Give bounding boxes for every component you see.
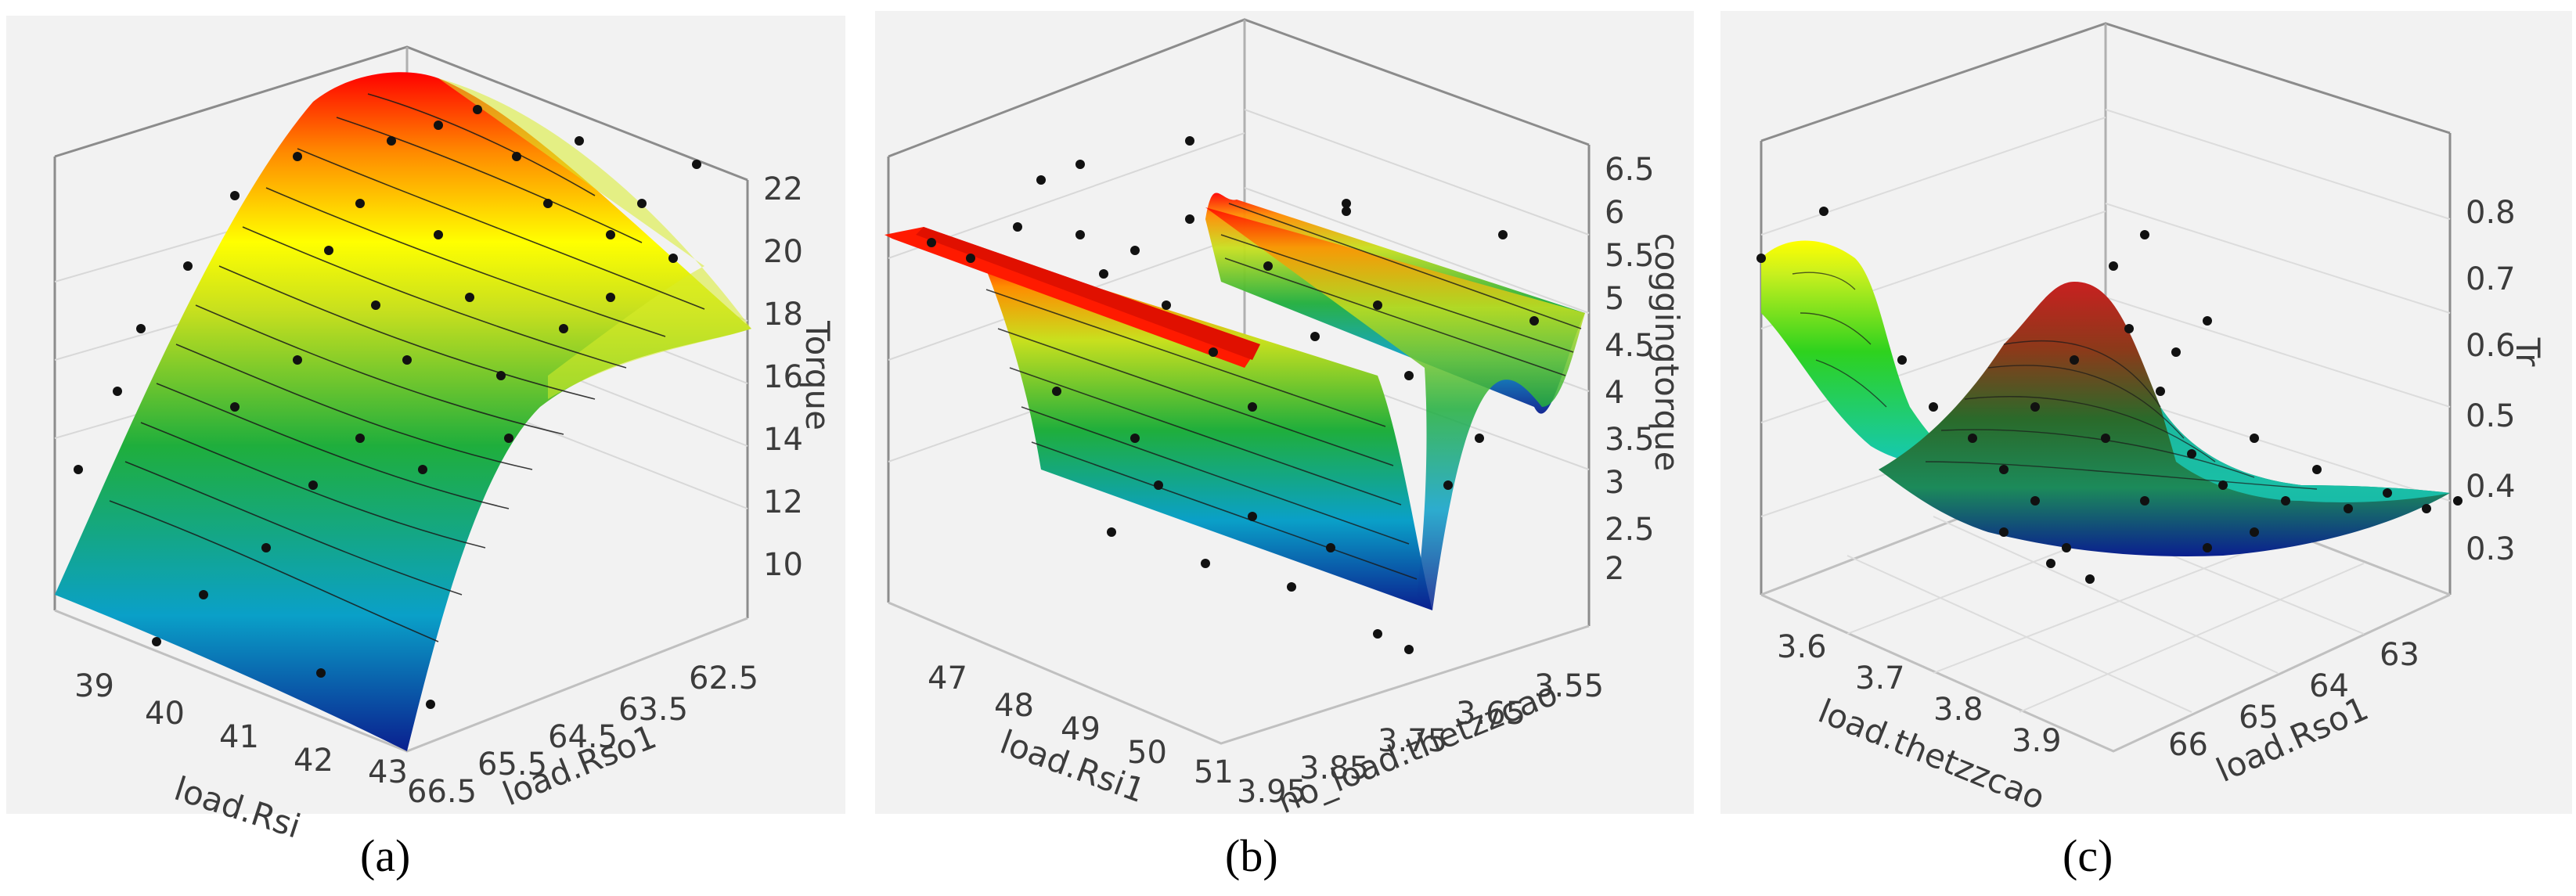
- z-axis-label: Tr: [2509, 337, 2547, 367]
- panel-a-y-ticks: 62.5 63.5 64.5 65.5 66.5: [407, 660, 758, 810]
- z-tick-label: 0.4: [2466, 469, 2516, 505]
- panel-c-x-ticks: 3.6 3.7 3.8 3.9: [1777, 629, 2062, 759]
- x-tick-label: 3.9: [2012, 723, 2062, 759]
- panel-c-points: [1756, 207, 2463, 584]
- panel-b-x-ticks: 47 48 49 50 51: [928, 660, 1234, 790]
- z-tick-label: 0.3: [2466, 531, 2516, 567]
- x-tick-label: 51: [1194, 754, 1234, 790]
- panel-a-points: [74, 105, 701, 709]
- y-axis-label: load.Rso1: [2210, 689, 2374, 790]
- x-tick-label: 42: [294, 743, 333, 779]
- y-tick-label: 3.65: [1456, 696, 1526, 732]
- x-tick-label: 50: [1127, 735, 1167, 771]
- z-tick-label: 0.6: [2466, 328, 2516, 364]
- y-tick-label: 3.95: [1237, 774, 1306, 810]
- x-tick-label: 3.8: [1933, 692, 1983, 728]
- x-tick-label: 41: [219, 719, 259, 755]
- caption-c: (c): [2063, 830, 2113, 881]
- panel-a-z-ticks: 22 20 18 16 14 12 10: [763, 171, 803, 583]
- z-tick-label: 16: [763, 359, 803, 395]
- z-tick-label: 18: [763, 297, 803, 333]
- z-tick-label: 22: [763, 171, 803, 207]
- y-tick-label: 3.75: [1378, 723, 1447, 759]
- z-tick-label: 12: [763, 484, 803, 520]
- panel-a-x-ticks: 39 40 41 42 43: [74, 668, 408, 790]
- panel-c-y-ticks: 63 64 65 66: [2168, 637, 2419, 763]
- x-tick-label: 49: [1061, 711, 1101, 747]
- z-tick-label: 20: [763, 234, 803, 270]
- y-tick-label: 65: [2239, 700, 2279, 736]
- z-tick-label: 0.5: [2466, 398, 2516, 434]
- x-tick-label: 39: [74, 668, 114, 704]
- z-tick-label: 10: [763, 547, 803, 583]
- panel-b-y-ticks: 3.55 3.65 3.75 3.85 3.95: [1237, 668, 1604, 810]
- z-tick-label: 0.8: [2466, 195, 2516, 231]
- panel-b-contours: [985, 203, 1582, 580]
- x-tick-label: 3.6: [1777, 629, 1827, 665]
- z-tick-label: 6: [1605, 195, 1624, 231]
- y-tick-label: 65.5: [477, 747, 547, 783]
- z-tick-label: 0.7: [2466, 261, 2516, 297]
- panel-b-points: [927, 136, 1539, 654]
- x-tick-label: 43: [368, 754, 408, 790]
- y-tick-label: 64: [2309, 668, 2349, 704]
- panel-c-contours: [1792, 272, 2318, 490]
- y-tick-label: 63: [2380, 637, 2419, 673]
- y-tick-label: 64.5: [548, 719, 618, 755]
- z-tick-label: 5: [1605, 281, 1624, 317]
- z-tick-label: 2.5: [1605, 512, 1655, 548]
- z-tick-label: 3: [1605, 465, 1624, 501]
- panel-c-z-ticks: 0.3 0.4 0.5 0.6 0.7 0.8: [2466, 195, 2516, 567]
- z-tick-label: 6.5: [1605, 152, 1655, 188]
- panel-a-surface: [55, 72, 751, 751]
- y-tick-label: 63.5: [618, 692, 688, 728]
- z-tick-label: 5.5: [1605, 238, 1655, 274]
- x-axis-label: load.Rsi: [170, 769, 305, 846]
- panel-b-box: [887, 18, 1591, 745]
- y-axis-label: no_load.thetzzcao: [1272, 674, 1562, 821]
- panel-a-contours: [109, 93, 705, 642]
- x-tick-label: 48: [994, 688, 1034, 724]
- z-axis-label: coggingtorque: [1648, 233, 1686, 472]
- x-tick-label: 3.7: [1855, 660, 1905, 696]
- z-tick-label: 2: [1605, 551, 1624, 587]
- caption-b: (b): [1225, 830, 1278, 881]
- y-tick-label: 66: [2168, 727, 2208, 763]
- panel-b-surface: [884, 193, 1585, 610]
- z-tick-label: 14: [763, 422, 803, 458]
- z-axis-label: Torque: [798, 320, 837, 430]
- y-tick-label: 3.85: [1299, 750, 1369, 786]
- x-tick-label: 47: [928, 660, 967, 696]
- z-tick-label: 3.5: [1605, 422, 1655, 458]
- y-tick-label: 66.5: [407, 774, 477, 810]
- y-tick-label: 62.5: [689, 660, 758, 696]
- x-tick-label: 40: [145, 696, 185, 732]
- z-tick-label: 4.5: [1605, 328, 1655, 364]
- z-tick-label: 4: [1605, 375, 1624, 411]
- y-tick-label: 3.55: [1534, 668, 1604, 704]
- panel-b-z-ticks: 2 2.5 3 3.5 4 4.5 5 5.5 6 6.5: [1605, 152, 1655, 587]
- caption-a: (a): [360, 830, 411, 881]
